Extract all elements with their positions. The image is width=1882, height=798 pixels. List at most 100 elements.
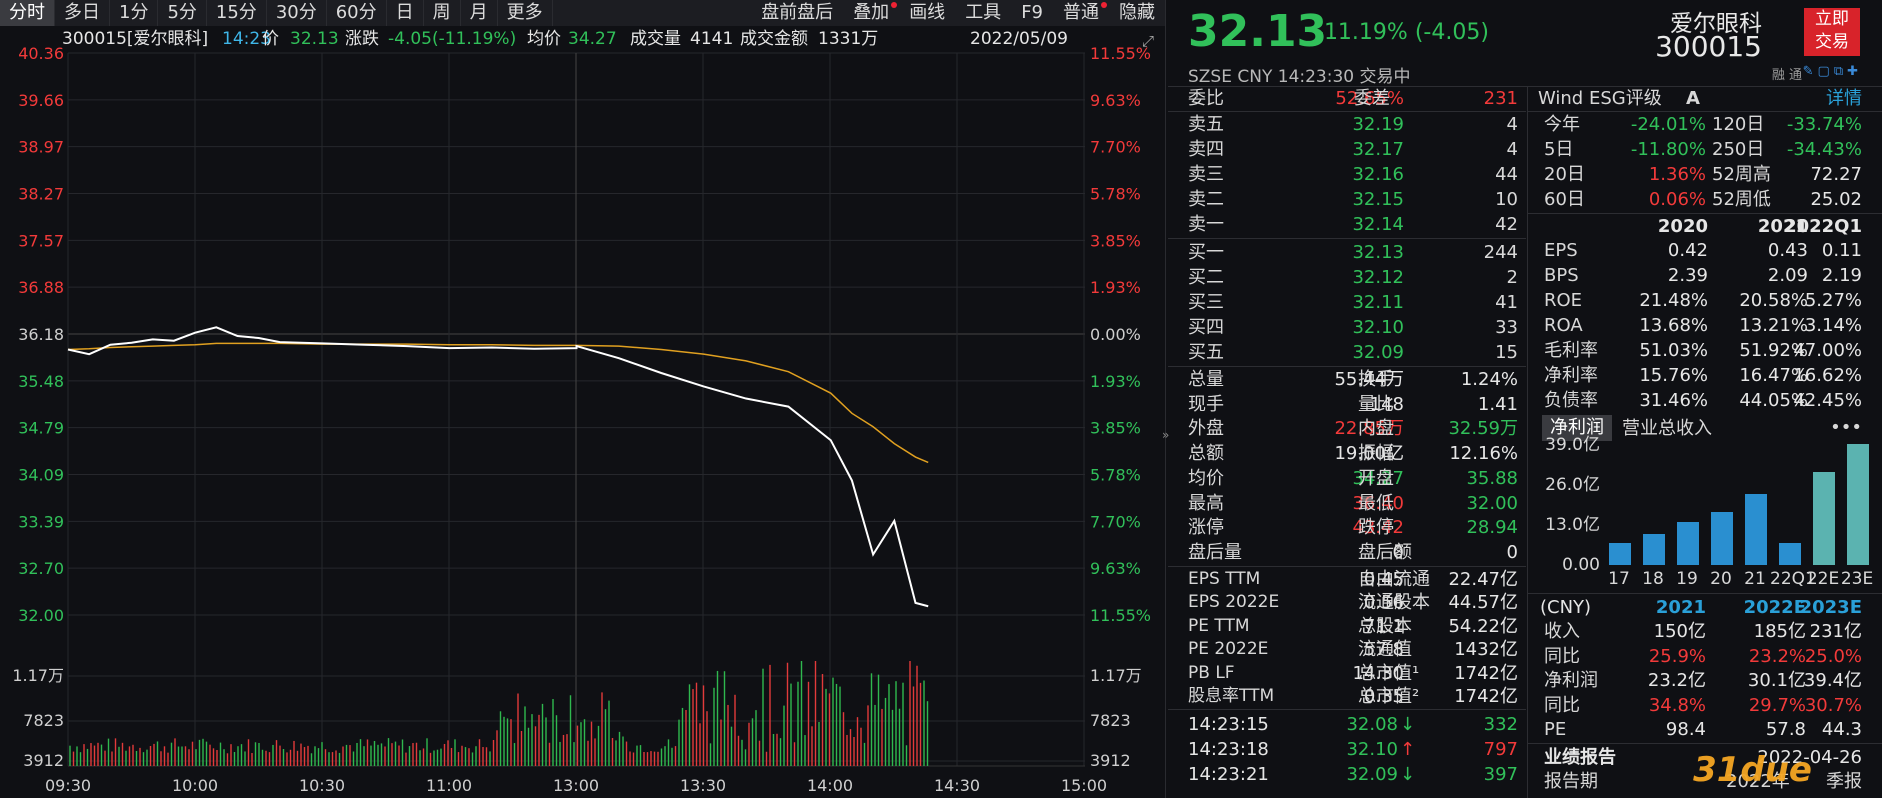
tab-7[interactable]: 日 bbox=[387, 0, 424, 26]
tab-4[interactable]: 15分 bbox=[207, 0, 267, 26]
fc-b-4: 57.8 bbox=[1765, 719, 1806, 741]
pct-tick-0: 11.55% bbox=[1090, 44, 1151, 63]
bar-17 bbox=[1609, 543, 1631, 565]
tab-2[interactable]: 1分 bbox=[110, 0, 159, 26]
tab-10[interactable]: 更多 bbox=[498, 0, 553, 26]
watermark-logo: 31due bbox=[1693, 750, 1812, 790]
wb-label: 委比 bbox=[1188, 88, 1224, 109]
period-toolbar: 分时 多日 1分 5分 15分 30分 60分日周月更多 盘前盘后 叠加 画线 工具 F9 普通 隐藏 bbox=[0, 0, 1165, 26]
fund-val-1: 0.56 bbox=[1363, 592, 1404, 614]
fin-b-0: 0.43 bbox=[1767, 240, 1808, 261]
fin-label-6: 负债率 bbox=[1544, 390, 1598, 411]
bid-label-4: 买五 bbox=[1188, 342, 1224, 363]
tab-revenue[interactable]: 营业总收入 bbox=[1622, 418, 1712, 439]
bar-xtick-4: 21 bbox=[1744, 569, 1766, 589]
stat-label-6: 涨停 bbox=[1188, 517, 1224, 539]
stat-label-5: 最高 bbox=[1188, 492, 1224, 514]
report-label: 业绩报告 bbox=[1544, 747, 1616, 768]
vol-tick-right-1: 7823 bbox=[1090, 711, 1131, 730]
stat-val-7: 0 bbox=[1392, 541, 1404, 563]
price-tick-10: 33.39 bbox=[18, 512, 64, 531]
fund-label2-2: 总股本 bbox=[1358, 615, 1412, 637]
bar-ytick-1: 26.0亿 bbox=[1545, 475, 1600, 495]
ask-vol-4: 42 bbox=[1495, 214, 1518, 235]
fin-c-1: 2.19 bbox=[1821, 265, 1862, 286]
tab-9[interactable]: 月 bbox=[461, 0, 498, 26]
price-line bbox=[67, 326, 929, 608]
time-tick-5: 13:30 bbox=[680, 776, 726, 795]
report-date: 2022-04-26 bbox=[1757, 747, 1862, 768]
fund-val-5: 0.35 bbox=[1363, 686, 1404, 708]
quote-price: 32.13 bbox=[1188, 6, 1328, 57]
bar-23E bbox=[1847, 443, 1869, 565]
tab-3[interactable]: 5分 bbox=[158, 0, 207, 26]
divider bbox=[1528, 213, 1882, 214]
tool-icons[interactable]: ✎▢⧉✚ bbox=[1802, 64, 1862, 79]
fc-a-4: 98.4 bbox=[1665, 719, 1706, 741]
stat-label2-2: 内盘 bbox=[1358, 418, 1394, 440]
toolbar-btn-2[interactable]: 画线 bbox=[909, 2, 946, 23]
toolbar-btn-6[interactable]: 隐藏 bbox=[1119, 2, 1155, 23]
bar-18 bbox=[1643, 534, 1665, 565]
pct-tick-7: 1.93% bbox=[1090, 372, 1141, 391]
price-tick-8: 34.79 bbox=[18, 419, 64, 438]
fc-c-0: 231亿 bbox=[1809, 621, 1862, 642]
divider bbox=[1168, 111, 1526, 112]
vol-tick-left-0: 1.17万 bbox=[12, 666, 64, 685]
report-period-label: 报告期 bbox=[1544, 771, 1598, 792]
ask-vol-2: 44 bbox=[1495, 164, 1518, 185]
stat-label-7: 盘后量 bbox=[1188, 541, 1242, 563]
tab-1[interactable]: 多日 bbox=[55, 0, 110, 26]
bid-label-3: 买四 bbox=[1188, 317, 1224, 338]
panel-divider[interactable] bbox=[1165, 0, 1166, 798]
tab-6[interactable]: 60分 bbox=[327, 0, 387, 26]
report-year: 2022年 bbox=[1726, 771, 1790, 792]
bid-vol-4: 15 bbox=[1495, 342, 1518, 363]
divider bbox=[1168, 238, 1526, 239]
fund-label-3: PE 2022E bbox=[1188, 639, 1269, 660]
time-tick-2: 10:30 bbox=[299, 776, 345, 795]
toolbar-btn-0[interactable]: 盘前盘后 bbox=[761, 2, 834, 23]
toolbar-btn-3[interactable]: 工具 bbox=[965, 2, 1002, 23]
bid-price-1: 32.12 bbox=[1352, 267, 1404, 288]
toolbar-btn-1[interactable]: 叠加 bbox=[843, 0, 899, 26]
ask-price-4: 32.14 bbox=[1352, 214, 1404, 235]
stat-val-3: 19.00亿 bbox=[1334, 443, 1404, 465]
toolbar-btn-5[interactable]: 普通 bbox=[1053, 0, 1109, 26]
stat-label2-0: 换手 bbox=[1358, 369, 1394, 390]
pct-tick-8: 3.85% bbox=[1090, 419, 1141, 438]
tab-8[interactable]: 周 bbox=[424, 0, 461, 26]
perf-val-2: 1.36% bbox=[1648, 164, 1706, 185]
collapse-arrow-icon[interactable]: » bbox=[1162, 428, 1170, 442]
fc-a-2: 23.2亿 bbox=[1647, 670, 1706, 692]
bar-xtick-0: 17 bbox=[1608, 569, 1630, 589]
tab-net-profit[interactable]: 净利润 bbox=[1542, 415, 1612, 441]
bid-price-4: 32.09 bbox=[1352, 342, 1404, 363]
time-tick-7: 14:30 bbox=[934, 776, 980, 795]
esg-detail[interactable]: 详情 bbox=[1826, 88, 1862, 109]
perf-label2-1: 250日 bbox=[1712, 139, 1765, 160]
fc-year-0: 2021 bbox=[1655, 597, 1706, 618]
trade-button[interactable]: 立即 交易 bbox=[1804, 8, 1860, 56]
toolbar-btn-4[interactable]: F9 bbox=[1021, 2, 1043, 23]
tick-vol-0: 332 bbox=[1483, 713, 1518, 735]
tick-arrow-1: ↑ bbox=[1400, 738, 1416, 760]
divider bbox=[1168, 366, 1526, 367]
fund-val2-2: 54.22亿 bbox=[1448, 615, 1518, 637]
fin-a-1: 2.39 bbox=[1667, 265, 1708, 286]
ask-label-3: 卖二 bbox=[1188, 189, 1224, 210]
fin-a-6: 31.46% bbox=[1639, 390, 1708, 411]
tab-0[interactable]: 分时 bbox=[0, 0, 55, 26]
more-icon[interactable]: ••• bbox=[1830, 417, 1862, 438]
fin-b-4: 51.92% bbox=[1739, 340, 1808, 361]
tab-5[interactable]: 30分 bbox=[267, 0, 327, 26]
header-field-6: 均价 bbox=[527, 29, 561, 49]
perf-label-0: 今年 bbox=[1544, 114, 1580, 135]
fin-b-3: 13.21% bbox=[1739, 315, 1808, 336]
ask-vol-1: 4 bbox=[1506, 139, 1518, 160]
ask-label-1: 卖四 bbox=[1188, 139, 1224, 160]
notify-dot bbox=[1101, 2, 1107, 8]
fin-label-5: 净利率 bbox=[1544, 365, 1598, 386]
bar-ytick-2: 13.0亿 bbox=[1545, 515, 1600, 535]
ask-label-2: 卖三 bbox=[1188, 164, 1224, 185]
